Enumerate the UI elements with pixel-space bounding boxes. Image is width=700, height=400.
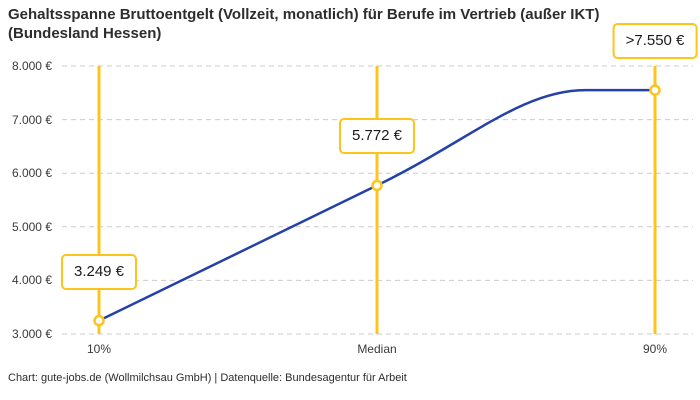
chart-title-line-1: Gehaltsspanne Bruttoentgelt (Vollzeit, m… <box>8 6 600 23</box>
chart-title-line-2: (Bundesland Hessen) <box>8 25 162 42</box>
chart-title: Gehaltsspanne Bruttoentgelt (Vollzeit, m… <box>8 5 599 43</box>
salary-curve-line <box>97 88 657 322</box>
data-point-marker <box>649 84 661 96</box>
source-credit: Chart: gute-jobs.de (Wollmilchsau GmbH) … <box>8 372 407 384</box>
data-point-marker <box>371 179 383 192</box>
data-point-marker <box>93 314 105 327</box>
